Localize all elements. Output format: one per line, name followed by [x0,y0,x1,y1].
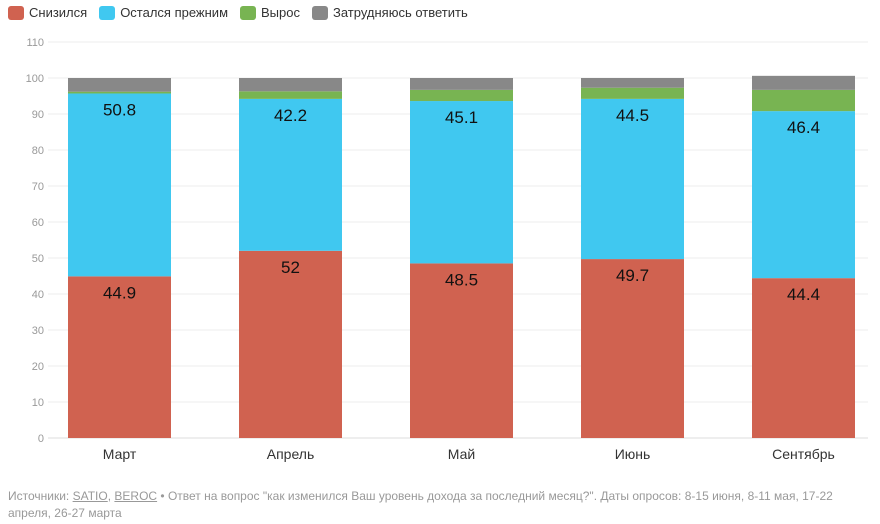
bar-segment [239,91,342,99]
source-link-satio[interactable]: SATIO [72,489,108,503]
y-tick-label: 70 [32,181,44,193]
bar-segment [581,259,684,438]
bar-segment [68,93,171,277]
y-tick-label: 30 [32,325,44,337]
y-tick-label: 100 [26,73,44,85]
bar-segment [68,78,171,92]
y-tick-label: 40 [32,289,44,301]
bar-segment [410,263,513,438]
data-label: 52 [281,258,300,277]
y-tick-label: 110 [26,37,44,49]
legend-label: Остался прежним [120,5,229,20]
bar-segment [581,78,684,88]
y-tick-label: 80 [32,145,44,157]
bar-segment [68,91,171,94]
bar-segment [410,89,513,102]
legend-swatch [312,5,328,20]
legend-label: Затрудняюсь ответить [333,5,468,20]
x-tick-label: Март [103,446,137,462]
stacked-bar-chart: 0 10 20 30 40 50 60 70 80 90 100 110 44.9 50.8 Март 52 4… [26,37,868,462]
legend-swatch [8,5,24,20]
footer-sep: , [107,489,115,503]
x-tick-label: Май [448,446,475,462]
y-tick-label: 90 [32,109,44,121]
bar-segment [581,87,684,99]
bar-segment [410,78,513,90]
footer-prefix: Источники: [8,489,73,503]
legend: Снизился Остался прежним Вырос Затрудняюсь … [8,5,468,20]
legend-item[interactable]: Снизился [8,5,87,20]
legend-item[interactable]: Остался прежним [99,5,228,20]
y-tick-label: 20 [32,361,44,373]
data-label: 44.5 [616,106,649,125]
bar-segment [410,101,513,264]
data-label: 42.2 [274,106,307,125]
source-link-beroc[interactable]: BEROC [114,489,158,503]
footer-note: Источники: SATIO, BEROC • Ответ на вопро… [8,488,878,522]
data-label: 49.7 [616,266,649,285]
data-label: 48.5 [445,270,478,289]
y-tick-label: 60 [32,217,44,229]
data-label: 46.4 [787,118,820,137]
x-tick-label: Июнь [615,446,651,462]
legend-item[interactable]: Затрудняюсь ответить [312,5,468,20]
legend-swatch [99,5,116,20]
bar-segment [239,250,342,438]
bar-segment [68,276,171,438]
footer-text: • Ответ на вопрос "как изменился Ваш уро… [8,489,833,520]
y-tick-label: 50 [32,253,44,265]
bar-segment [239,98,342,251]
x-tick-label: Сентябрь [772,446,835,462]
bar-segment [752,89,855,112]
data-label: 45.1 [445,108,478,127]
bar-segment [752,111,855,279]
legend-swatch [240,5,257,20]
legend-label: Вырос [261,5,300,20]
legend-item[interactable]: Вырос [240,5,300,20]
bar-segment [239,78,342,92]
x-tick-label: Апрель [267,446,315,462]
bar-segment [752,75,855,90]
data-label: 44.9 [103,283,136,302]
y-tick-label: 10 [32,397,44,409]
bar-segment [752,278,855,438]
data-label: 44.4 [787,285,820,304]
bar-segment [581,98,684,260]
legend-label: Снизился [29,5,88,20]
y-tick-label: 0 [38,433,44,445]
data-label: 50.8 [103,100,136,119]
